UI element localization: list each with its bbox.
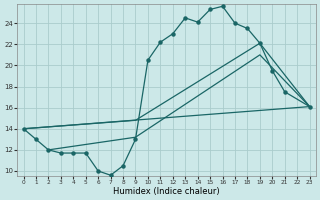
X-axis label: Humidex (Indice chaleur): Humidex (Indice chaleur) (113, 187, 220, 196)
